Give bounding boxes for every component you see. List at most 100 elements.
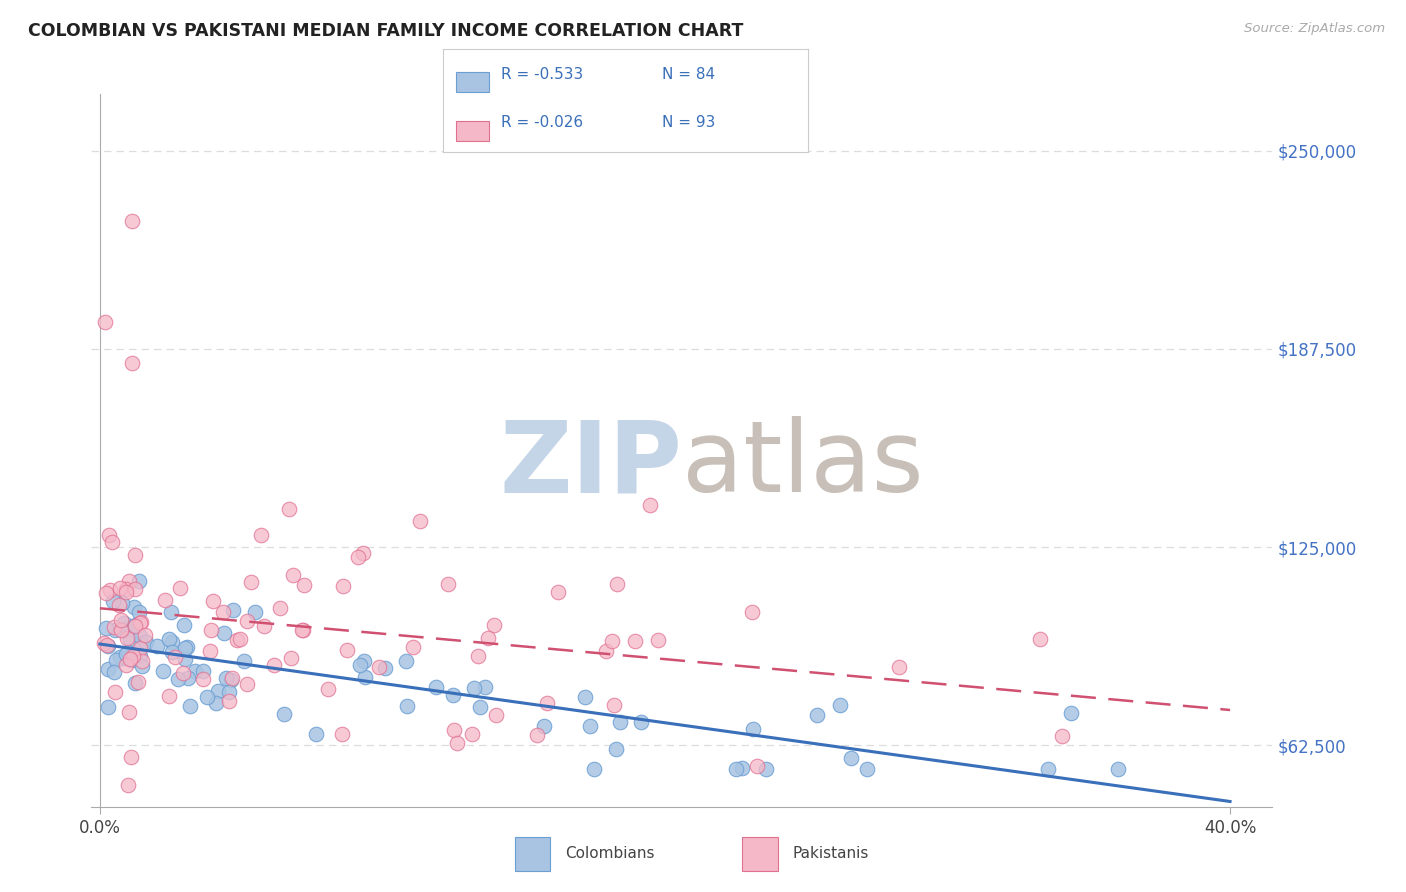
Text: atlas: atlas — [682, 417, 924, 513]
Point — [131, 654, 153, 668]
Point — [146, 639, 169, 653]
Point — [120, 749, 142, 764]
Point — [253, 619, 276, 633]
Point — [103, 594, 125, 608]
Text: ZIP: ZIP — [499, 417, 682, 513]
Point — [117, 645, 139, 659]
Text: R = -0.533: R = -0.533 — [502, 67, 583, 82]
Point — [134, 628, 156, 642]
Point — [200, 623, 222, 637]
Point — [122, 599, 145, 614]
Point — [165, 649, 187, 664]
Point — [463, 681, 485, 695]
Point — [98, 583, 121, 598]
Point — [118, 706, 141, 720]
Point — [273, 707, 295, 722]
Point — [211, 605, 233, 619]
Point — [124, 618, 146, 632]
Point — [97, 700, 120, 714]
Point — [131, 659, 153, 673]
Point — [96, 585, 118, 599]
Point — [578, 719, 600, 733]
Point — [741, 605, 763, 619]
Point — [111, 596, 134, 610]
Point — [160, 645, 183, 659]
Point — [624, 633, 647, 648]
Point — [174, 651, 197, 665]
Point — [121, 648, 143, 663]
Point — [115, 657, 138, 672]
Point — [630, 714, 652, 729]
Point — [124, 548, 146, 562]
Point — [155, 593, 177, 607]
Point — [533, 719, 555, 733]
Point — [239, 575, 262, 590]
Point — [94, 315, 117, 329]
Text: R = -0.026: R = -0.026 — [502, 115, 583, 130]
Point — [243, 605, 266, 619]
Point — [207, 684, 229, 698]
Point — [169, 581, 191, 595]
Point — [222, 603, 245, 617]
Point — [112, 615, 135, 630]
Point — [236, 614, 259, 628]
Point — [115, 631, 138, 645]
Text: Source: ZipAtlas.com: Source: ZipAtlas.com — [1244, 22, 1385, 36]
Point — [236, 676, 259, 690]
Point — [526, 727, 548, 741]
Point — [638, 498, 661, 512]
Point — [461, 727, 484, 741]
Point — [269, 601, 291, 615]
Point — [353, 654, 375, 668]
Point — [332, 579, 354, 593]
Point — [127, 675, 149, 690]
Point — [218, 685, 240, 699]
Point — [806, 707, 828, 722]
Point — [218, 693, 240, 707]
Point — [278, 501, 301, 516]
Point — [124, 675, 146, 690]
Point — [121, 652, 143, 666]
Point — [755, 762, 778, 776]
Point — [103, 620, 125, 634]
Point — [741, 722, 763, 736]
Point — [1029, 632, 1052, 646]
Point — [446, 736, 468, 750]
Point — [108, 598, 131, 612]
Point — [219, 673, 242, 687]
Point — [114, 621, 136, 635]
Point — [408, 515, 430, 529]
Point — [191, 664, 214, 678]
Point — [128, 574, 150, 588]
Point — [135, 634, 157, 648]
Point — [118, 574, 141, 589]
Point — [468, 700, 491, 714]
FancyBboxPatch shape — [456, 121, 489, 141]
Point — [443, 688, 465, 702]
Point — [547, 585, 569, 599]
Point — [115, 582, 138, 596]
Point — [316, 682, 339, 697]
Point — [425, 681, 447, 695]
Text: N = 93: N = 93 — [662, 115, 716, 130]
Point — [202, 593, 225, 607]
Point — [129, 640, 152, 655]
Point — [839, 751, 862, 765]
Point — [167, 672, 190, 686]
Point — [221, 671, 243, 685]
Point — [212, 626, 235, 640]
Text: Pakistanis: Pakistanis — [793, 846, 869, 861]
Point — [114, 647, 136, 661]
Point — [292, 624, 315, 638]
Point — [574, 690, 596, 704]
Point — [101, 534, 124, 549]
Text: COLOMBIAN VS PAKISTANI MEDIAN FAMILY INCOME CORRELATION CHART: COLOMBIAN VS PAKISTANI MEDIAN FAMILY INC… — [28, 22, 744, 40]
Point — [436, 577, 458, 591]
FancyBboxPatch shape — [515, 837, 550, 871]
Point — [229, 632, 252, 647]
Point — [205, 696, 228, 710]
Point — [600, 634, 623, 648]
Point — [115, 585, 138, 599]
Point — [160, 605, 183, 619]
Point — [111, 623, 134, 637]
